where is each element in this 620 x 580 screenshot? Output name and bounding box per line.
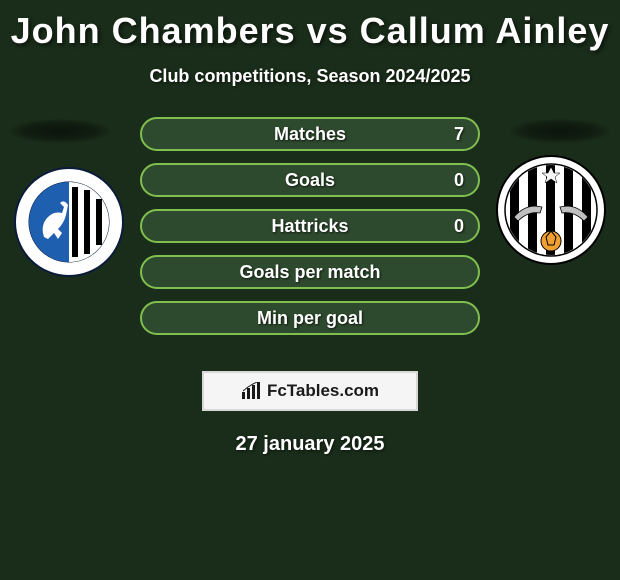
club-badge-left: [14, 167, 124, 277]
stat-label: Hattricks: [271, 216, 348, 237]
player-shadow-left: [10, 119, 110, 143]
stat-label: Goals: [285, 170, 335, 191]
stats-comparison: Matches 7 Goals 0 Hattricks 0 Goals per …: [0, 117, 620, 357]
snapshot-date: 27 january 2025: [0, 433, 620, 456]
club-badge-right: [496, 155, 606, 265]
bar-chart-icon: [241, 382, 263, 400]
page-title: John Chambers vs Callum Ainley: [0, 0, 620, 52]
stat-label: Min per goal: [257, 308, 363, 329]
stat-label: Goals per match: [239, 262, 380, 283]
stat-bars: Matches 7 Goals 0 Hattricks 0 Goals per …: [140, 117, 480, 347]
stat-value-right: 0: [454, 170, 464, 191]
stat-value-right: 7: [454, 124, 464, 145]
stat-bar-hattricks: Hattricks 0: [140, 209, 480, 243]
gillingham-badge-icon: [14, 167, 124, 277]
stat-bar-goals-per-match: Goals per match: [140, 255, 480, 289]
stat-bar-min-per-goal: Min per goal: [140, 301, 480, 335]
stat-bar-matches: Matches 7: [140, 117, 480, 151]
subtitle: Club competitions, Season 2024/2025: [0, 66, 620, 87]
stat-bar-goals: Goals 0: [140, 163, 480, 197]
stat-value-right: 0: [454, 216, 464, 237]
grimsby-badge-icon: [496, 155, 606, 265]
brand-watermark: FcTables.com: [202, 371, 418, 411]
brand-text: FcTables.com: [267, 381, 379, 401]
stat-label: Matches: [274, 124, 346, 145]
player-shadow-right: [510, 119, 610, 143]
